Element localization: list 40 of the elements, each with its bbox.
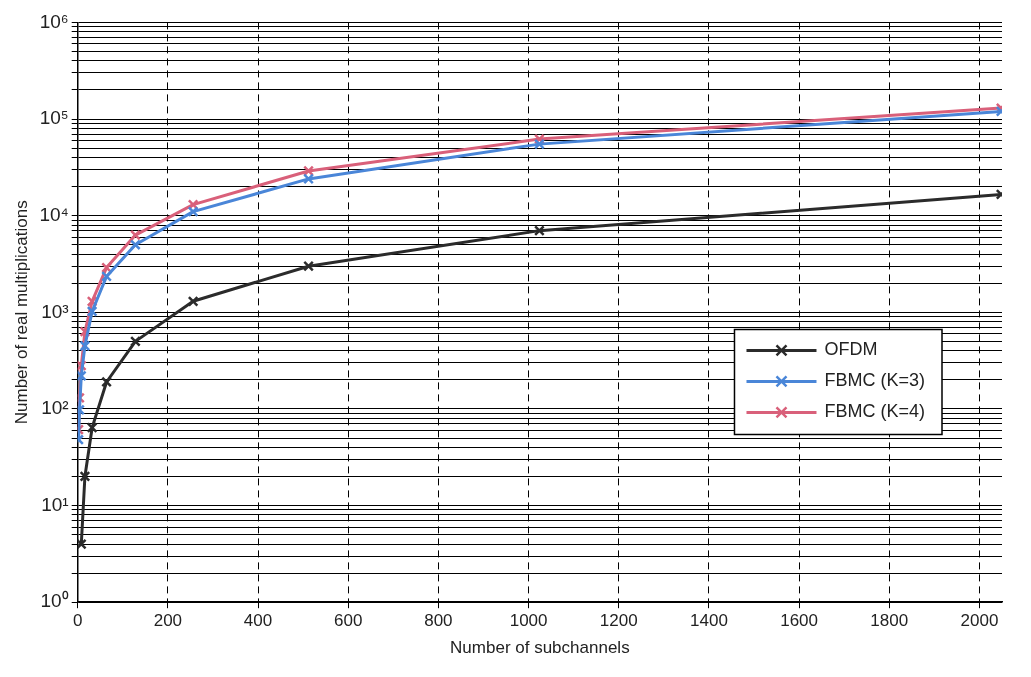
point [129,229,141,241]
y-tick-label: 10⁶ [39,10,69,32]
x-tick-label: 600 [334,611,363,631]
x-tick-label: 1000 [509,611,548,631]
point [129,335,141,347]
y-axis-title: Number of real multiplications [11,200,31,425]
x-tick-label: 1600 [780,611,819,631]
point [86,422,98,434]
legend-label: FBMC (K=3) [824,370,925,391]
x-tick-label: 1800 [870,611,909,631]
x-tick-label: 2000 [960,611,999,631]
x-axis-title: Number of subchannels [450,638,630,658]
x-tick-label: 1400 [690,611,728,631]
point [101,270,113,282]
point [79,470,91,482]
y-tick-label: 10² [41,397,69,419]
point [187,206,199,218]
y-tick-label: 10⁴ [39,203,69,225]
point [77,538,87,550]
point [86,305,98,317]
point [187,295,199,307]
legend-label: OFDM [824,339,878,360]
x-tick-label: 400 [243,611,273,631]
legend-label: FBMC (K=4) [824,401,925,422]
point [533,138,545,150]
point [533,225,545,237]
point [129,239,141,251]
x-tick-label: 0 [72,611,83,631]
y-tick-label: 10³ [41,300,69,322]
point [79,340,91,352]
x-tick-label: 200 [153,611,183,631]
point [303,173,315,185]
point [77,370,87,382]
x-tick-label: 1200 [599,611,638,631]
x-tick-label: 800 [424,611,453,631]
y-tick-label: 10⁰ [40,590,69,612]
y-tick-label: 10⁵ [39,107,69,129]
point [101,376,113,388]
point [303,260,315,272]
y-tick-label: 10¹ [41,493,69,515]
